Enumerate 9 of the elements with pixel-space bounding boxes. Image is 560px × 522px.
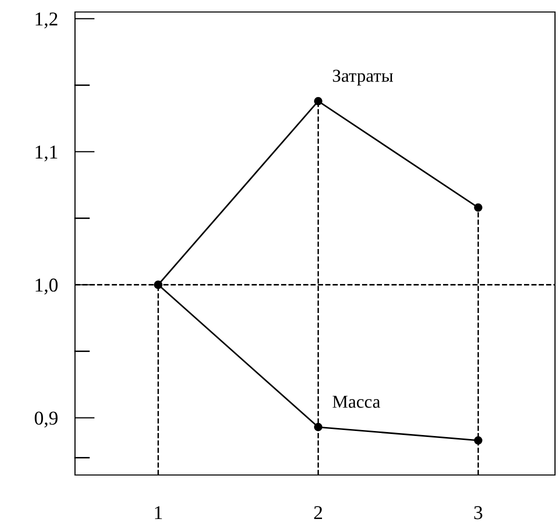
x-tick-label: 2 bbox=[314, 506, 322, 520]
y-tick-label: 1,2 bbox=[36, 12, 58, 28]
y-tick-label: 1,0 bbox=[36, 278, 58, 294]
x-tick-label: 1 bbox=[155, 506, 162, 520]
x-tick-label: 3 bbox=[474, 506, 482, 520]
y-tick-label: 1,1 bbox=[36, 146, 58, 162]
series-label: Масса bbox=[332, 396, 380, 408]
y-tick-label: 0,9 bbox=[34, 412, 58, 428]
series-label: Затраты bbox=[332, 70, 393, 86]
